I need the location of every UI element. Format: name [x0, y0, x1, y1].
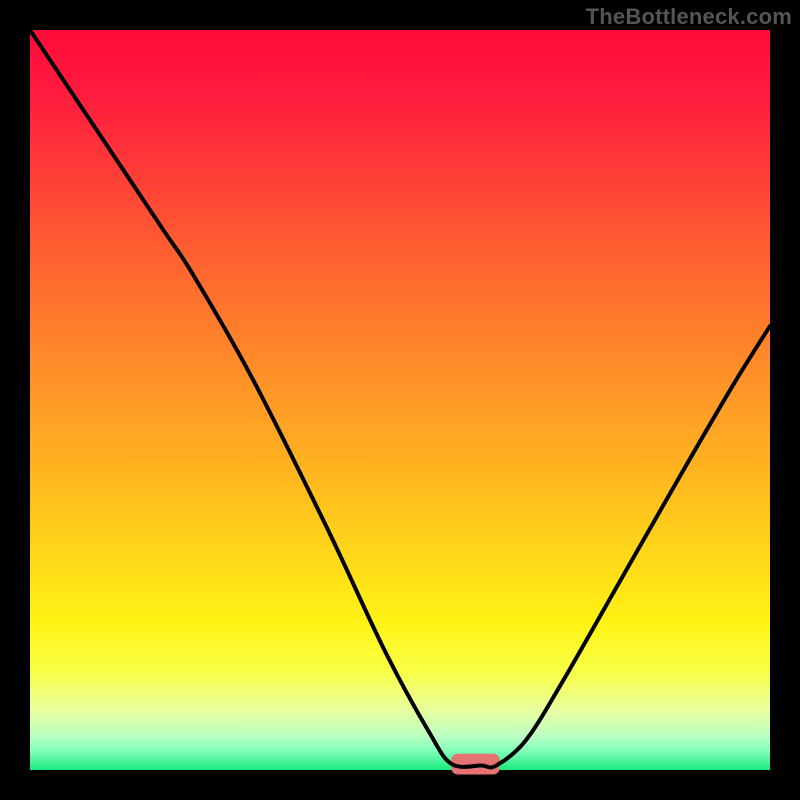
watermark-text: TheBottleneck.com — [586, 4, 792, 30]
gradient-background — [30, 30, 770, 770]
bottleneck-chart — [0, 0, 800, 800]
stage: TheBottleneck.com — [0, 0, 800, 800]
